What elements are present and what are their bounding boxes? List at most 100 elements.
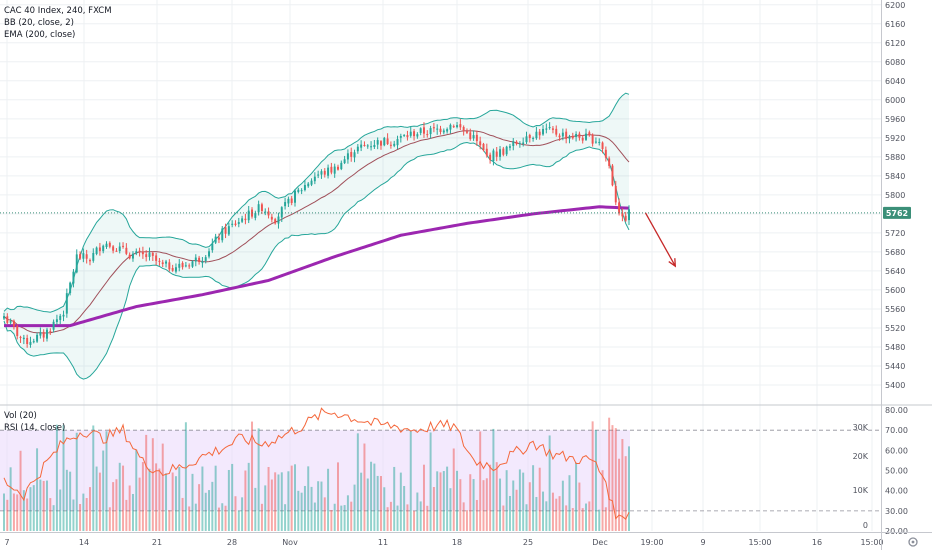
volume-bar[interactable] [330, 510, 333, 531]
candle[interactable] [403, 134, 406, 137]
candle[interactable] [472, 130, 475, 141]
candle[interactable] [184, 261, 187, 268]
candle[interactable] [224, 223, 227, 239]
volume-bar[interactable] [85, 498, 88, 531]
candle[interactable] [46, 327, 48, 342]
volume-bar[interactable] [131, 493, 134, 531]
volume-bar[interactable] [548, 435, 551, 531]
volume-bar[interactable] [16, 494, 19, 531]
volume-bar[interactable] [581, 508, 584, 531]
volume-bar[interactable] [456, 470, 459, 531]
bb-legend[interactable]: BB (20, close, 2) [4, 18, 74, 28]
volume-bar[interactable] [413, 510, 416, 531]
volume-bar[interactable] [52, 505, 55, 531]
candle[interactable] [135, 248, 138, 256]
volume-bar[interactable] [165, 473, 168, 531]
candle[interactable] [512, 137, 515, 151]
candle[interactable] [3, 312, 5, 320]
candle[interactable] [578, 131, 581, 141]
candle[interactable] [353, 149, 356, 163]
volume-bar[interactable] [62, 424, 65, 531]
candle[interactable] [307, 182, 310, 188]
candle[interactable] [370, 141, 373, 151]
candle[interactable] [528, 133, 531, 143]
volume-bar[interactable] [26, 498, 29, 531]
candle[interactable] [333, 163, 336, 178]
candle[interactable] [614, 180, 617, 206]
volume-bar[interactable] [128, 485, 131, 531]
volume-bar[interactable] [284, 504, 287, 531]
candle[interactable] [624, 211, 627, 222]
candle[interactable] [274, 217, 277, 225]
candle[interactable] [459, 119, 462, 131]
volume-bar[interactable] [211, 481, 214, 531]
candle[interactable] [29, 336, 32, 348]
candle[interactable] [204, 255, 207, 264]
candle[interactable] [171, 264, 174, 272]
candle[interactable] [260, 202, 263, 215]
candle[interactable] [598, 138, 601, 146]
volume-bar[interactable] [29, 487, 32, 531]
candle[interactable] [495, 147, 498, 162]
volume-bar[interactable] [6, 499, 9, 531]
volume-bar[interactable] [287, 471, 290, 531]
volume-bar[interactable] [12, 493, 15, 531]
volume-bar[interactable] [72, 499, 75, 531]
candle[interactable] [373, 139, 376, 149]
candle[interactable] [75, 249, 78, 274]
volume-bar[interactable] [42, 480, 45, 531]
volume-bar[interactable] [171, 472, 174, 531]
volume-bar[interactable] [512, 480, 515, 531]
candle[interactable] [548, 122, 551, 130]
candle[interactable] [211, 238, 214, 253]
volume-bar[interactable] [36, 448, 39, 531]
volume-bar[interactable] [115, 479, 118, 531]
candle[interactable] [532, 136, 535, 142]
volume-bar[interactable] [303, 485, 306, 531]
candle[interactable] [168, 259, 171, 272]
volume-bar[interactable] [422, 464, 425, 531]
candle[interactable] [79, 251, 82, 260]
candle[interactable] [363, 141, 366, 147]
volume-bar[interactable] [373, 463, 376, 531]
volume-bar[interactable] [79, 504, 82, 531]
volume-bar[interactable] [158, 468, 161, 531]
volume-bar[interactable] [585, 503, 587, 531]
candle[interactable] [502, 146, 505, 157]
candle[interactable] [416, 132, 419, 139]
volume-bar[interactable] [227, 469, 230, 531]
volume-bar[interactable] [475, 499, 478, 531]
candle[interactable] [601, 141, 604, 154]
volume-bar[interactable] [370, 461, 373, 531]
volume-bar[interactable] [479, 431, 482, 531]
volume-bar[interactable] [353, 484, 356, 531]
volume-bar[interactable] [366, 478, 369, 531]
candle[interactable] [227, 222, 230, 236]
volume-bar[interactable] [181, 497, 184, 531]
candle[interactable] [52, 319, 55, 333]
candle[interactable] [112, 245, 115, 254]
candle[interactable] [194, 254, 197, 267]
candle[interactable] [499, 145, 502, 161]
volume-bar[interactable] [317, 481, 320, 531]
candle[interactable] [628, 205, 630, 225]
volume-bar[interactable] [472, 479, 475, 531]
volume-bar[interactable] [604, 507, 607, 531]
volume-bar[interactable] [376, 475, 379, 531]
volume-bar[interactable] [462, 502, 465, 531]
candle[interactable] [141, 246, 144, 259]
candle[interactable] [558, 133, 561, 141]
volume-bar[interactable] [611, 425, 614, 531]
candle[interactable] [551, 125, 554, 134]
candle[interactable] [462, 125, 465, 136]
candle[interactable] [475, 130, 478, 146]
candle[interactable] [310, 178, 313, 187]
candle[interactable] [618, 198, 621, 216]
volume-bar[interactable] [161, 443, 164, 531]
volume-bar[interactable] [244, 470, 247, 531]
volume-bar[interactable] [108, 507, 111, 531]
candle[interactable] [72, 269, 75, 288]
volume-bar[interactable] [495, 462, 498, 531]
candle[interactable] [62, 310, 65, 322]
volume-bar[interactable] [624, 456, 627, 531]
